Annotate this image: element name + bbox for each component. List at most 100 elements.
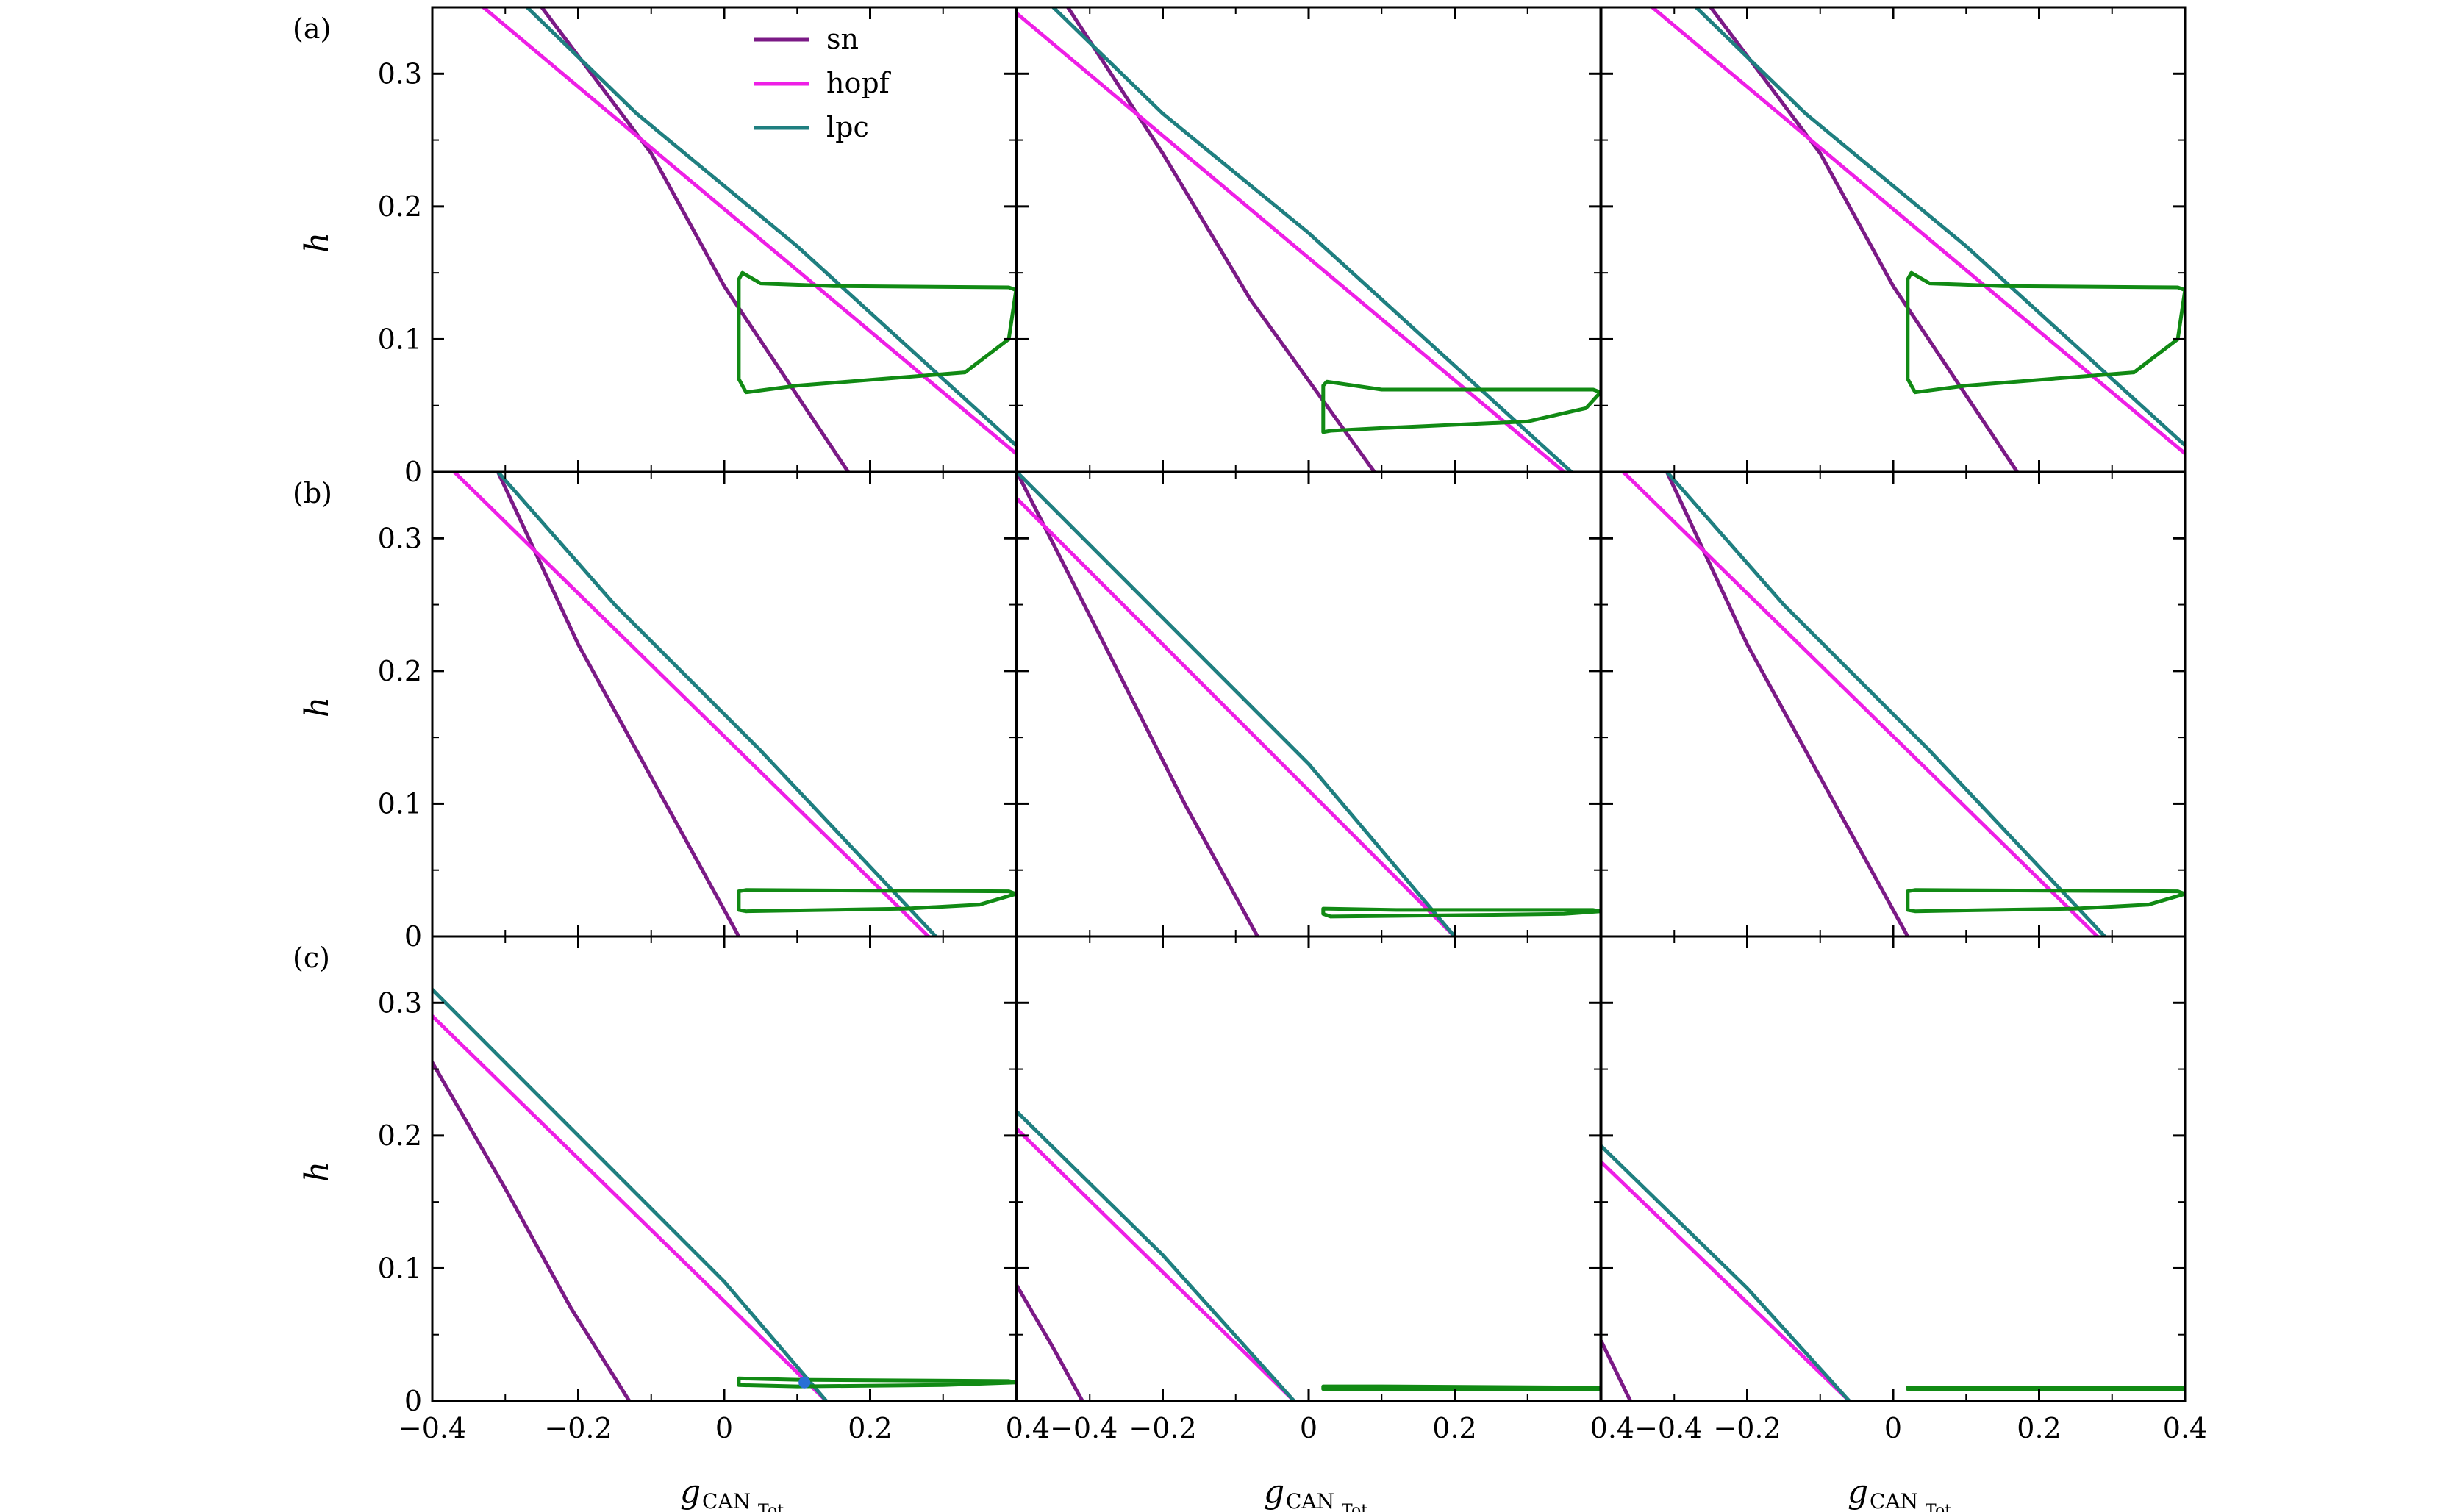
x-tick-label-r3c3-1: −0.2 <box>1713 1412 1781 1444</box>
panel-r2c3 <box>1600 470 2187 938</box>
x-tick-label-r3c3-3: 0.2 <box>2017 1412 2061 1444</box>
hopf-curve-r1c2 <box>1017 11 1566 472</box>
sn-curve-r3c3 <box>1601 1339 1633 1401</box>
limit-cycle-r3c3 <box>1906 1386 2185 1391</box>
y-axis-label-row-c: h <box>298 1161 336 1182</box>
sn-curve-r1c1 <box>540 7 851 472</box>
svg-text:g: g <box>1264 1473 1284 1511</box>
limit-cycle-r2c3 <box>1906 888 2185 914</box>
hopf-curve-r3c3 <box>1601 1160 1851 1401</box>
limit-cycle-r3c1 <box>737 1376 1016 1389</box>
panel-frame-r3c1 <box>431 935 1018 1402</box>
x-axis-label-col-1: g CAN Tot <box>680 1473 784 1512</box>
lpc-curve-r2c2 <box>1017 472 1456 936</box>
row-label-a: (a) <box>293 12 331 45</box>
hopf-curve-r2c1 <box>452 472 931 936</box>
svg-text:Tot: Tot <box>1926 1502 1951 1512</box>
svg-text:CAN: CAN <box>1870 1489 1918 1512</box>
limit-cycle-r1c2 <box>1321 379 1601 434</box>
x-tick-label-r3c2-2: 0 <box>1300 1412 1317 1444</box>
hopf-curve-r1c3 <box>1651 7 2185 456</box>
panel-r1c3 <box>1600 6 2187 473</box>
panel-curves-r2c2 <box>1017 472 1601 936</box>
sn-curve-r2c2 <box>1017 472 1259 936</box>
sn-curve-r3c1 <box>432 1061 632 1401</box>
panel-curves-r2c1 <box>452 472 1016 936</box>
y-tick-label-r2c1-1: 0.1 <box>378 787 422 820</box>
limit-cycle-r2c1 <box>737 888 1016 914</box>
x-tick-label-r3c3-2: 0 <box>1884 1412 1902 1444</box>
sn-curve-r2c1 <box>496 472 741 936</box>
panel-r3c2: −0.2 0 0.2 0.4−0.4 <box>1015 935 1703 1444</box>
svg-text:g: g <box>1848 1473 1868 1511</box>
panel-r2c1: 0 0.1 0.2 0.3 <box>378 470 1018 953</box>
lpc-curve-r2c1 <box>496 472 938 936</box>
x-axis-label-col-2: g CAN Tot <box>1264 1473 1367 1512</box>
panel-r3c1: 0 0.1 0.2 0.3 −0.4 −0.2 0 0.2 0.4−0.4 <box>378 935 1118 1444</box>
row-label-c: (c) <box>293 942 330 974</box>
lpc-curve-r1c2 <box>1051 7 1573 472</box>
panel-frame-r2c2 <box>1015 470 1602 938</box>
panel-frame-r1c3 <box>1600 6 2187 473</box>
lpc-curve-r1c3 <box>1694 7 2185 448</box>
y-tick-label-r1c1-2: 0.2 <box>378 190 422 223</box>
hopf-curve-r3c1 <box>432 1014 829 1401</box>
limit-cycle-r1c1 <box>737 270 1016 395</box>
y-axis-label-row-a: h <box>298 232 336 253</box>
sn-curve-r3c2 <box>1017 1283 1084 1401</box>
legend: sn hopf lpc <box>754 23 892 143</box>
lpc-curve-r3c2 <box>1017 1109 1296 1401</box>
legend-label-sn: sn <box>826 23 859 55</box>
panel-curves-r3c2 <box>1017 1109 1601 1401</box>
limit-cycle-r1c3 <box>1906 270 2185 395</box>
limit-cycle-r3c2 <box>1321 1384 1601 1391</box>
x-tick-label-r3c3-4: 0.4 <box>2163 1412 2207 1444</box>
y-tick-label-r3c1-2: 0.2 <box>378 1119 422 1152</box>
svg-text:g: g <box>680 1473 701 1511</box>
panel-curves-r1c1 <box>482 7 1016 472</box>
panel-frame-r1c1 <box>431 6 1018 473</box>
panel-r1c2 <box>1015 6 1602 473</box>
sn-curve-r1c2 <box>1066 7 1376 472</box>
x-tick-label-r3c2-1: −0.2 <box>1129 1412 1196 1444</box>
panel-r2c2 <box>1015 470 1602 938</box>
panel-frame-r3c2 <box>1015 935 1602 1402</box>
x-tick-label-r3c1-0: −0.4 <box>398 1412 466 1444</box>
y-tick-label-r2c1-0: 0 <box>404 920 422 953</box>
sn-curve-r1c3 <box>1709 7 2020 472</box>
x-tick-label-r3c1-4: 0.4−0.4 <box>1006 1412 1118 1444</box>
legend-label-lpc: lpc <box>826 111 869 143</box>
panel-r3c3: −0.2 0 0.2 0.4 <box>1600 935 2207 1444</box>
y-tick-label-r3c1-1: 0.1 <box>378 1252 422 1284</box>
panel-curves-r3c3 <box>1601 1144 2185 1401</box>
panel-curves-r3c1 <box>432 987 1016 1401</box>
lpc-curve-r3c3 <box>1601 1144 1851 1401</box>
y-axis-label-row-b: h <box>298 697 336 717</box>
y-tick-label-r1c1-3: 0.3 <box>378 57 422 90</box>
hopf-curve-r2c3 <box>1621 472 2100 936</box>
x-tick-label-r3c1-2: 0 <box>715 1412 733 1444</box>
hopf-curve-r3c2 <box>1017 1127 1296 1401</box>
y-tick-label-r3c1-3: 0.3 <box>378 986 422 1019</box>
svg-text:CAN: CAN <box>1286 1489 1334 1512</box>
svg-text:Tot: Tot <box>1342 1502 1367 1512</box>
x-tick-label-r3c1-1: −0.2 <box>544 1412 612 1444</box>
x-tick-label-r3c2-4: 0.4−0.4 <box>1590 1412 1703 1444</box>
panel-curves-r1c2 <box>1017 7 1601 472</box>
y-tick-label-r2c1-3: 0.3 <box>378 522 422 554</box>
y-tick-label-r2c1-2: 0.2 <box>378 655 422 687</box>
y-tick-label-r1c1-1: 0.1 <box>378 323 422 355</box>
x-axis-label-col-3: g CAN Tot <box>1848 1473 1951 1512</box>
row-label-b: (b) <box>293 477 332 509</box>
panel-frame-r2c1 <box>431 470 1018 938</box>
panel-frame-r1c2 <box>1015 6 1602 473</box>
limit-cycle-r2c2 <box>1321 906 1601 919</box>
x-tick-label-r3c2-3: 0.2 <box>1432 1412 1476 1444</box>
panel-frame-r2c3 <box>1600 470 2187 938</box>
panel-r1c1: 0 0.1 0.2 0.3 <box>378 6 1018 488</box>
hopf-curve-r1c1 <box>482 7 1016 456</box>
panel-frame-r3c3 <box>1600 935 2187 1402</box>
lpc-curve-r2c3 <box>1665 472 2107 936</box>
hopf-curve-r2c2 <box>1017 496 1456 936</box>
